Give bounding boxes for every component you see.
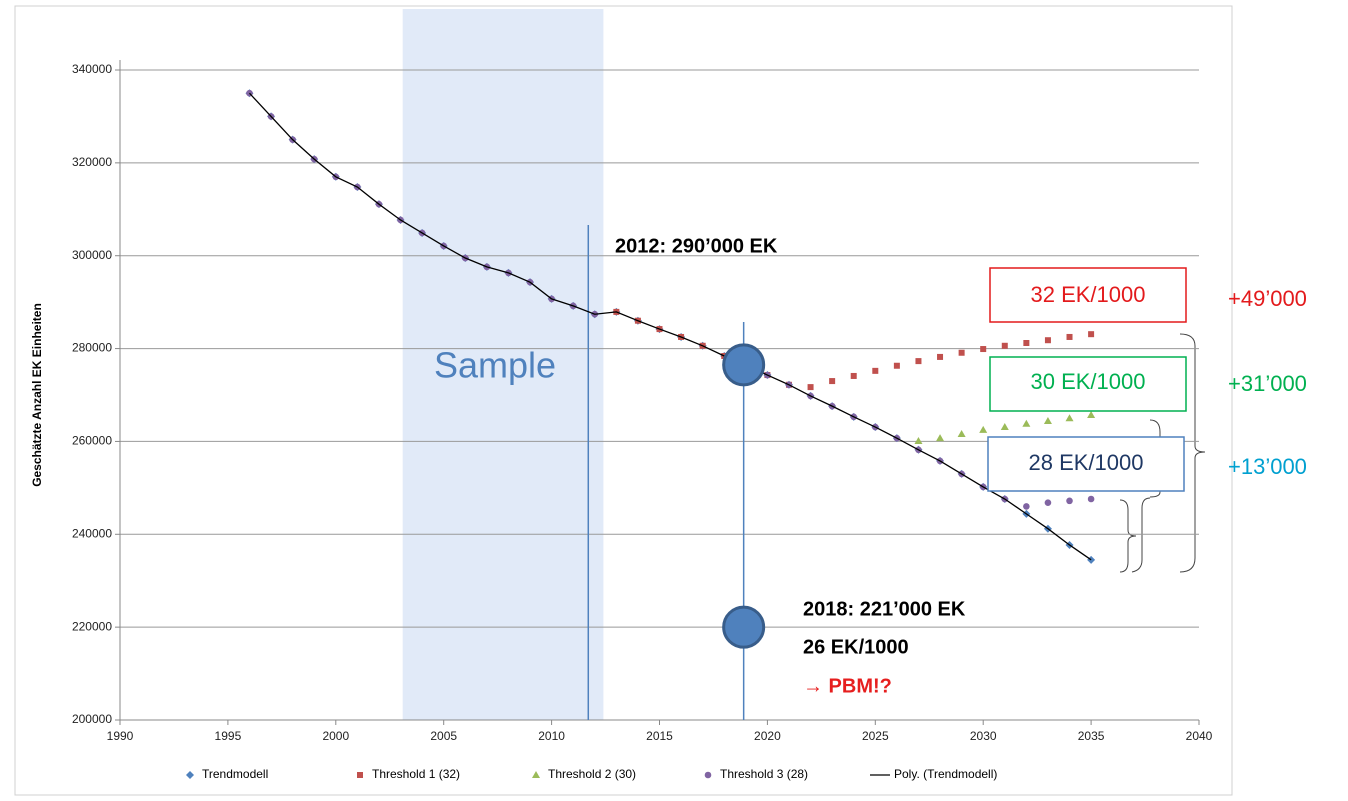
x-tick-label: 2015 — [646, 729, 673, 743]
y-tick-label: 240000 — [72, 526, 112, 540]
point — [937, 353, 944, 360]
point — [1000, 423, 1009, 431]
point — [1065, 414, 1074, 422]
x-tick-label: 2005 — [430, 729, 457, 743]
point — [829, 378, 836, 385]
point — [914, 436, 923, 444]
callout-box — [989, 267, 1187, 323]
callout-box — [987, 436, 1185, 492]
legend-marker — [532, 771, 540, 778]
point — [1001, 342, 1008, 349]
point — [1044, 499, 1052, 507]
point — [957, 430, 966, 437]
x-tick-label: 2000 — [322, 729, 349, 743]
legend-label: Threshold 2 (30) — [548, 767, 636, 781]
legend-label: Poly. (Trendmodell) — [894, 767, 997, 781]
legend-marker — [357, 772, 363, 778]
x-tick-label: 2035 — [1078, 729, 1105, 743]
point — [936, 434, 945, 442]
highlight-marker — [722, 605, 766, 649]
point — [915, 358, 922, 365]
point — [807, 384, 814, 391]
x-tick-label: 2030 — [970, 729, 997, 743]
point — [958, 349, 965, 356]
x-tick-label: 2010 — [538, 729, 565, 743]
point — [1022, 419, 1031, 427]
y-tick-label: 320000 — [72, 155, 112, 169]
annotation: 2018: 221’000 EK — [803, 598, 966, 620]
y-tick-label: 260000 — [72, 434, 112, 448]
y-axis-label: Geschätzte Anzahl EK Einheiten — [30, 303, 44, 487]
y-tick-label: 280000 — [72, 341, 112, 355]
point — [980, 346, 987, 353]
brace — [1179, 333, 1206, 573]
y-tick-label: 220000 — [72, 619, 112, 633]
series — [245, 89, 1096, 564]
legend-label: Threshold 3 (28) — [720, 767, 808, 781]
callout-label: 28 EK/1000 — [1029, 450, 1144, 475]
point — [872, 367, 879, 374]
point — [1044, 337, 1051, 344]
series — [914, 410, 1096, 444]
x-tick-label: 2020 — [754, 729, 781, 743]
x-tick-label: 1995 — [215, 729, 242, 743]
y-tick-label: 200000 — [72, 712, 112, 726]
x-tick-label: 2025 — [862, 729, 889, 743]
legend-marker — [704, 771, 712, 779]
y-tick-label: 340000 — [72, 62, 112, 76]
trendline — [249, 92, 1092, 561]
annotation: 2012: 290’000 EK — [615, 235, 778, 257]
point — [1023, 503, 1030, 510]
callout-box — [989, 356, 1187, 412]
callout-label: 32 EK/1000 — [1031, 282, 1146, 307]
point — [1066, 497, 1073, 505]
point — [1087, 495, 1095, 503]
legend-label: Threshold 1 (32) — [372, 767, 460, 781]
sample-label: Sample — [434, 345, 556, 386]
highlight-marker — [722, 343, 766, 387]
y-tick-label: 300000 — [72, 248, 112, 262]
annotation: 26 EK/1000 — [803, 636, 909, 658]
point — [1023, 340, 1030, 346]
annotation: → PBM!? — [803, 675, 892, 697]
series — [246, 89, 1095, 510]
sample-band — [402, 9, 604, 720]
x-tick-label: 2040 — [1186, 729, 1213, 743]
delta-label: +49’000 — [1228, 286, 1307, 311]
point — [850, 372, 857, 379]
delta-label: +31’000 — [1228, 371, 1307, 396]
point — [979, 425, 988, 433]
legend-label: Trendmodell — [202, 767, 268, 781]
delta-label: +13’000 — [1228, 454, 1307, 479]
point — [1043, 417, 1052, 424]
point — [893, 362, 900, 369]
point — [1088, 331, 1095, 338]
legend-marker — [186, 771, 194, 779]
chart-border — [14, 5, 1233, 796]
x-tick-label: 1990 — [107, 729, 134, 743]
brace — [1119, 499, 1137, 573]
callout-label: 30 EK/1000 — [1031, 369, 1146, 394]
point — [1066, 333, 1073, 340]
point — [1087, 410, 1096, 418]
